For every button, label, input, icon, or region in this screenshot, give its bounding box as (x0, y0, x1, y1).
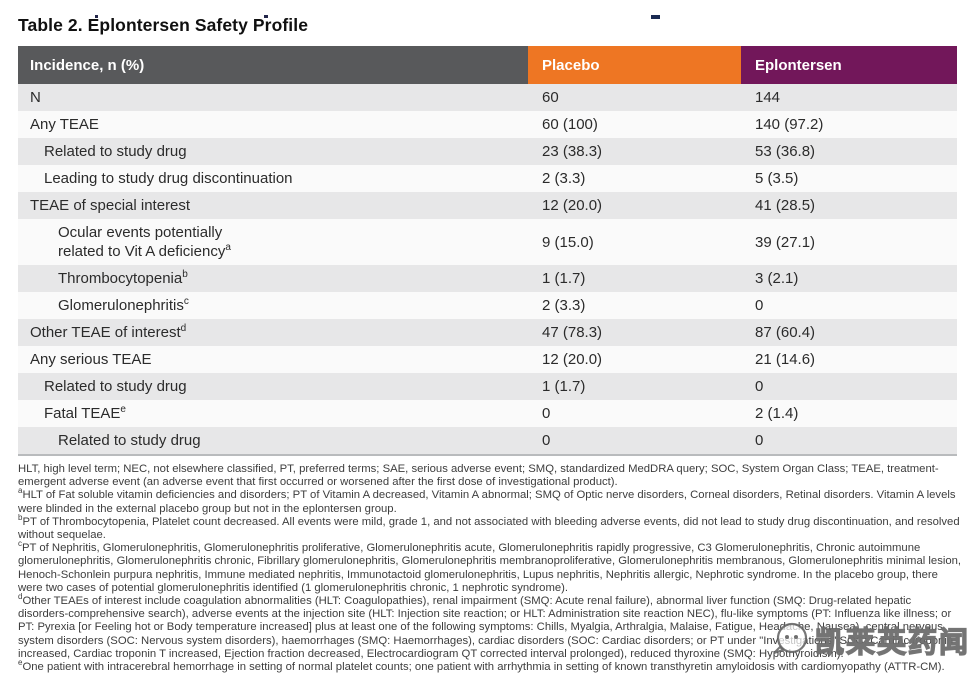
table-row: Ocular events potentially related to Vit … (18, 219, 957, 265)
footnote-text: HLT of Fat soluble vitamin deficiencies … (18, 489, 956, 515)
row-label: Any TEAE (30, 116, 99, 133)
footnote: cPT of Nephritis, Glomerulonephritis, Gl… (18, 539, 963, 595)
table-row: Thrombocytopeniab 1 (1.7) 3 (2.1) (18, 265, 957, 292)
placebo-value: 2 (3.3) (542, 170, 586, 187)
footnote: aHLT of Fat soluble vitamin deficiencies… (18, 486, 963, 515)
eplontersen-value: 87 (60.4) (755, 324, 816, 341)
placebo-value: 1 (1.7) (542, 378, 586, 395)
eplontersen-value: 2 (1.4) (755, 405, 799, 422)
row-label: Related to study drug (44, 378, 187, 395)
row-label: Glomerulonephritisc (58, 296, 189, 315)
clipped-text-remnant (651, 15, 660, 19)
eplontersen-value: 140 (97.2) (755, 116, 824, 133)
footnote-marker: c (18, 539, 22, 549)
footnote: bPT of Thrombocytopenia, Platelet count … (18, 513, 963, 542)
footnote-marker: d (18, 592, 23, 602)
footnote-marker: a (225, 242, 231, 253)
row-label: Leading to study drug discontinuation (44, 170, 293, 187)
table-row: Glomerulonephritisc 2 (3.3) 0 (18, 292, 957, 319)
placebo-value: 47 (78.3) (542, 324, 603, 341)
placebo-value: 2 (3.3) (542, 297, 586, 314)
clipped-text-remnant (95, 15, 98, 18)
eplontersen-value: 144 (755, 89, 781, 106)
eplontersen-value: 5 (3.5) (755, 170, 799, 187)
footnote-marker: a (18, 486, 23, 496)
eplontersen-value: 21 (14.6) (755, 351, 816, 368)
table-row: TEAE of special interest 12 (20.0) 41 (28.… (18, 192, 957, 219)
footnote-text: PT of Thrombocytopenia, Platelet count d… (18, 515, 960, 542)
footnote-marker: b (18, 513, 23, 523)
row-label: Related to study drug (58, 432, 201, 449)
placebo-value: 12 (20.0) (542, 351, 603, 368)
eplontersen-value: 0 (755, 432, 764, 449)
table-row: N 60 144 (18, 84, 957, 111)
footnote-text: One patient with intracerebral hemorrhag… (22, 661, 945, 674)
footnotes: HLT, high level term; NEC, not elsewhere… (18, 463, 963, 674)
eplontersen-value: 39 (27.1) (755, 233, 816, 251)
table-row: Other TEAE of interestd 47 (78.3) 87 (60.4… (18, 319, 957, 346)
safety-table: Incidence, n (%) Placebo Eplontersen N 60… (18, 46, 957, 456)
table-row: Any serious TEAE 12 (20.0) 21 (14.6) (18, 346, 957, 373)
placebo-value: 9 (15.0) (542, 233, 594, 251)
table-row: Leading to study drug discontinuation 2 (… (18, 165, 957, 192)
row-label: Any serious TEAE (30, 351, 152, 368)
row-label: Thrombocytopeniab (58, 269, 188, 288)
placebo-value: 12 (20.0) (542, 197, 603, 214)
footnote-marker: d (180, 323, 187, 334)
footnote-text: PT of Nephritis, Glomerulonephritis, Glo… (18, 542, 962, 594)
table-row: Any TEAE 60 (100) 140 (97.2) (18, 111, 957, 138)
footnote-text: Other TEAEs of interest include coagulat… (18, 595, 954, 660)
header-placebo: Placebo (528, 46, 741, 84)
row-label: Other TEAE of interestd (30, 323, 187, 342)
eplontersen-value: 0 (755, 378, 764, 395)
safety-table-header: Incidence, n (%) Placebo Eplontersen (18, 46, 957, 84)
header-incidence: Incidence, n (%) (18, 46, 528, 84)
table-title: Table 2. Eplontersen Safety Profile (18, 15, 309, 35)
row-label: Ocular events potentially related to Vit … (58, 224, 231, 260)
table-row: Related to study drug 1 (1.7) 0 (18, 373, 957, 400)
footnote-marker: c (183, 296, 189, 307)
row-label: Fatal TEAEe (44, 404, 126, 423)
row-label: TEAE of special interest (30, 197, 191, 214)
row-label: Related to study drug (44, 143, 187, 160)
footnote: HLT, high level term; NEC, not elsewhere… (18, 463, 963, 489)
header-row: Incidence, n (%) Placebo Eplontersen (18, 46, 957, 84)
footnote-text: HLT, high level term; NEC, not elsewhere… (18, 463, 939, 489)
footnote-marker: e (18, 658, 23, 668)
footnote-marker: b (182, 269, 188, 280)
table-row: Related to study drug 0 0 (18, 427, 957, 455)
footnote-marker: e (120, 404, 126, 415)
eplontersen-value: 41 (28.5) (755, 197, 816, 214)
placebo-value: 60 (542, 89, 559, 106)
placebo-value: 0 (542, 405, 551, 422)
row-label: N (30, 89, 41, 106)
eplontersen-value: 3 (2.1) (755, 270, 799, 287)
eplontersen-value: 0 (755, 297, 764, 314)
clipped-text-remnant (264, 15, 268, 18)
placebo-value: 1 (1.7) (542, 270, 586, 287)
footnote: dOther TEAEs of interest include coagula… (18, 592, 963, 661)
header-eplontersen: Eplontersen (741, 46, 957, 84)
safety-table-body: N 60 144 Any TEAE 60 (100) 140 (97.2) Related … (18, 84, 957, 455)
table-row: Fatal TEAEe 0 2 (1.4) (18, 400, 957, 427)
placebo-value: 60 (100) (542, 116, 598, 133)
footnote: eOne patient with intracerebral hemorrha… (18, 658, 963, 674)
placebo-value: 23 (38.3) (542, 143, 603, 160)
table-row: Related to study drug 23 (38.3) 53 (36.8) (18, 138, 957, 165)
placebo-value: 0 (542, 432, 551, 449)
eplontersen-value: 53 (36.8) (755, 143, 816, 160)
